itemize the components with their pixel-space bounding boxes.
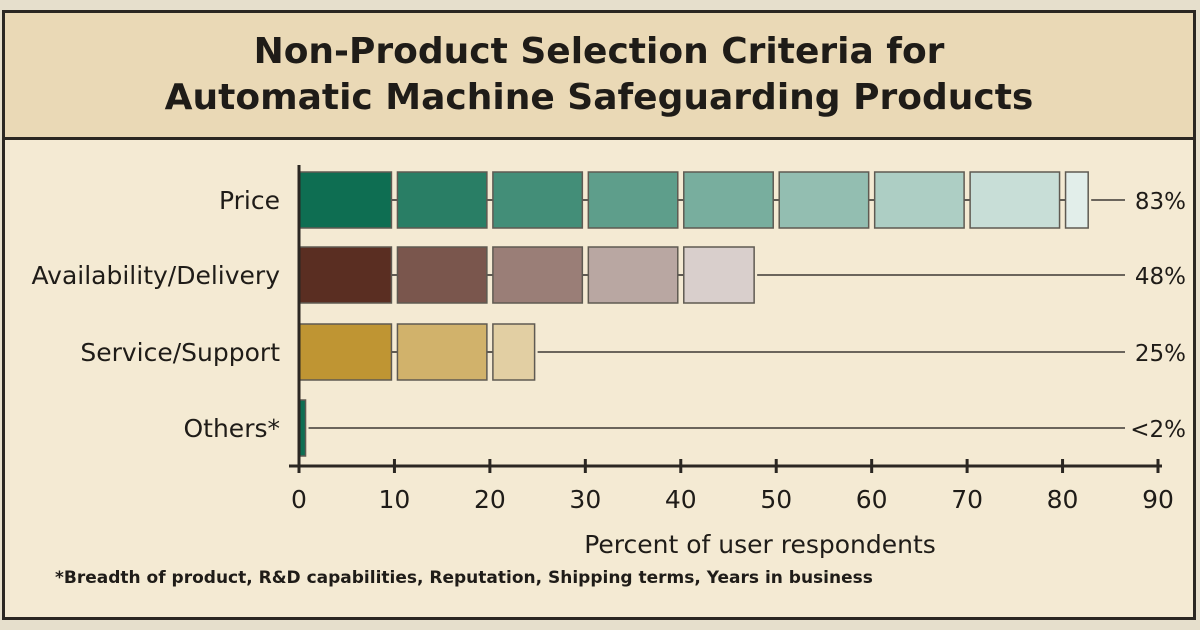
bar-segment [587, 246, 679, 304]
x-tick-label: 20 [474, 485, 506, 514]
x-tick-label: 70 [951, 485, 983, 514]
chart-header: Non-Product Selection Criteria for Autom… [5, 13, 1193, 140]
bar-segment [683, 171, 774, 229]
category-label: Availability/Delivery [32, 261, 281, 290]
bar-segment [492, 171, 584, 229]
bar-segment [396, 171, 488, 229]
x-tick-label: 10 [379, 485, 411, 514]
bar-segment [969, 171, 1061, 229]
bar-segment [778, 171, 870, 229]
value-label: 83% [1135, 189, 1186, 215]
x-tick-label: 90 [1142, 485, 1174, 514]
x-tick-label: 60 [856, 485, 888, 514]
bar-segment [396, 246, 488, 304]
x-tick-label: 0 [291, 485, 307, 514]
x-axis-title: Percent of user respondents [584, 530, 936, 559]
chart-frame: Non-Product Selection Criteria for Autom… [2, 10, 1196, 620]
bar-segment [873, 171, 965, 229]
bar-segment [1064, 171, 1089, 229]
category-label: Others* [183, 414, 280, 443]
x-tick-label: 50 [760, 485, 792, 514]
bar-segment [298, 323, 393, 381]
bar-segment [492, 246, 584, 304]
bar-segment [298, 246, 393, 304]
value-label: 25% [1135, 341, 1186, 367]
chart-title: Non-Product Selection Criteria for Autom… [164, 31, 1034, 118]
value-label: <2% [1130, 417, 1186, 443]
x-tick-label: 30 [569, 485, 601, 514]
bar-segment [396, 323, 488, 381]
category-label: Service/Support [80, 338, 280, 367]
bar-segment [298, 171, 393, 229]
chart-footnote: *Breadth of product, R&D capabilities, R… [55, 568, 873, 588]
x-tick-label: 80 [1047, 485, 1079, 514]
bar-segment [492, 323, 536, 381]
value-label: 48% [1135, 264, 1186, 290]
x-tick-label: 40 [665, 485, 697, 514]
category-label: Price [219, 186, 280, 215]
bar-segment [683, 246, 755, 304]
bar-segment [587, 171, 679, 229]
